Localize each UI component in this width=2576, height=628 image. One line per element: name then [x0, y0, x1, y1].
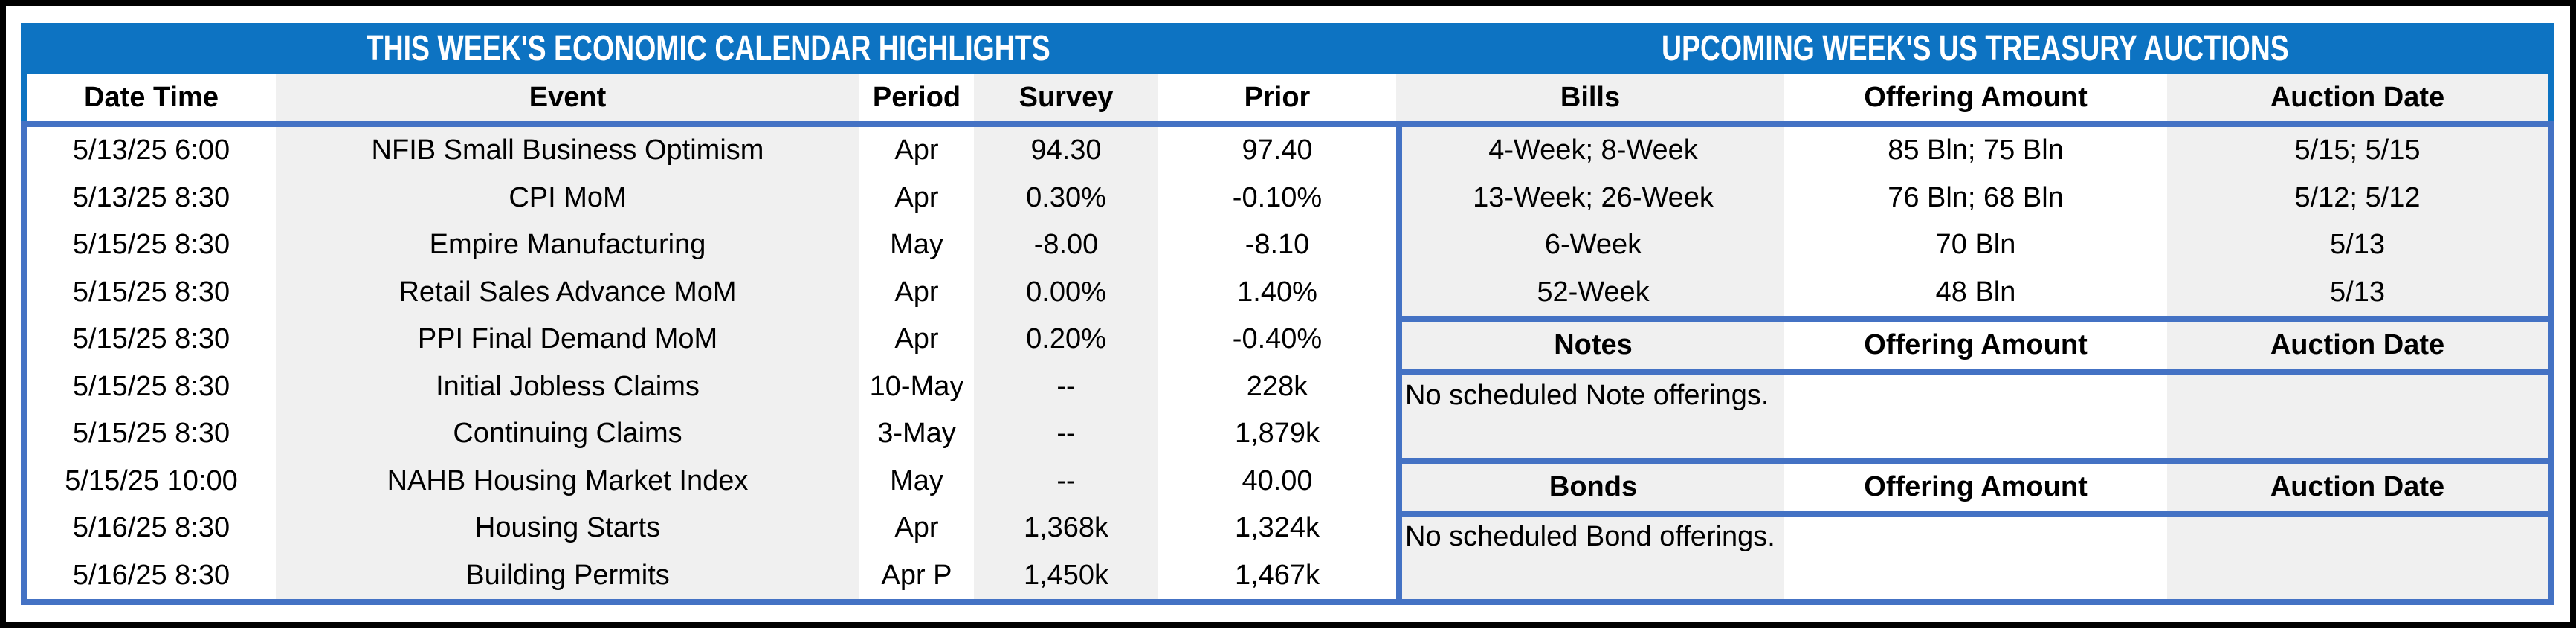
bills-cell: 5/15; 5/15 [2167, 127, 2548, 175]
auctions-title: UPCOMING WEEK'S US TREASURY AUCTIONS [1661, 29, 2289, 68]
auctions-title-cell: UPCOMING WEEK'S US TREASURY AUCTIONS [1396, 23, 2554, 74]
calendar-cell: Apr [894, 276, 939, 308]
col-header-offering-amount: Offering Amount [1864, 82, 2088, 113]
calendar-cell: 0.20% [974, 316, 1158, 363]
calendar-cell: 5/13/25 8:30 [72, 181, 230, 213]
calendar-cell: Apr [894, 181, 939, 213]
calendar-cell: Empire Manufacturing [276, 221, 859, 269]
calendar-cell: 1,450k [974, 551, 1158, 599]
bonds-auction-date-header: Auction Date [2167, 463, 2548, 511]
calendar-title-cell: THIS WEEK'S ECONOMIC CALENDAR HIGHLIGHTS [21, 23, 1396, 74]
calendar-cell: 40.00 [1242, 464, 1313, 496]
calendar-cell: 10-May [869, 370, 964, 402]
calendar-cell: 5/16/25 8:30 [72, 512, 230, 544]
notes-message: No scheduled Note offerings. [1405, 379, 1769, 411]
calendar-cell: PPI Final Demand MoM [276, 316, 859, 363]
bills-cell: 70 Bln [1935, 229, 2016, 261]
calendar-cell: 0.00% [974, 268, 1158, 316]
calendar-cell: Building Permits [276, 551, 859, 599]
calendar-cell: 5/15/25 8:30 [72, 276, 230, 308]
calendar-cell: Apr P [881, 559, 952, 591]
calendar-cell: -- [974, 410, 1158, 458]
notes-message-block: No scheduled Note offerings. [1402, 375, 2548, 458]
calendar-cell: 5/15/25 8:30 [72, 229, 230, 261]
calendar-cell: May [890, 464, 943, 496]
calendar-cell: 5/15/25 8:30 [72, 323, 230, 355]
bonds-header: Bonds [1402, 463, 1784, 511]
economic-calendar-and-auctions-table: THIS WEEK'S ECONOMIC CALENDAR HIGHLIGHTS… [21, 23, 2554, 605]
col-header-date-time: Date Time [84, 82, 219, 113]
calendar-cell: 5/15/25 8:30 [72, 418, 230, 450]
calendar-cell: 1,879k [1234, 418, 1320, 450]
calendar-cell: Apr [894, 323, 939, 355]
auctions-body: 4-Week; 8-Week 85 Bln; 75 Bln 5/15; 5/15 13… [1396, 127, 2554, 605]
calendar-cell: May [890, 229, 943, 261]
bills-cell: 6-Week [1402, 221, 1784, 269]
calendar-cell: NFIB Small Business Optimism [276, 127, 859, 175]
calendar-body: 5/13/25 6:00 NFIB Small Business Optimism… [21, 127, 1396, 605]
calendar-cell: 1.40% [1237, 276, 1317, 308]
calendar-cell: 3-May [877, 418, 956, 450]
col-header-prior: Prior [1244, 82, 1311, 113]
col-header-bills: Bills [1396, 74, 1784, 121]
notes-header: Notes [1402, 322, 1784, 369]
calendar-cell: 5/13/25 6:00 [72, 135, 230, 166]
calendar-cell: 0.30% [974, 174, 1158, 221]
col-header-event: Event [276, 74, 859, 121]
calendar-cell: 1,368k [974, 505, 1158, 552]
calendar-cell: 1,324k [1234, 512, 1320, 544]
title-bar: THIS WEEK'S ECONOMIC CALENDAR HIGHLIGHTS… [21, 23, 2554, 74]
calendar-cell: -- [974, 363, 1158, 410]
col-header-auction-date: Auction Date [2167, 74, 2548, 121]
column-header-row: Date Time Event Period Survey Prior Bill… [21, 74, 2554, 121]
header-separator [21, 121, 2554, 127]
notes-header-row: Notes Offering Amount Auction Date [1402, 316, 2548, 375]
notes-offering-amount-header: Offering Amount [1864, 329, 2088, 361]
col-header-survey: Survey [974, 74, 1158, 121]
calendar-cell: 97.40 [1242, 135, 1313, 166]
bills-cell: 5/13 [2167, 268, 2548, 316]
bills-cell: 5/13 [2167, 221, 2548, 269]
bonds-offering-amount-header: Offering Amount [1864, 470, 2088, 502]
calendar-cell: 5/16/25 8:30 [72, 559, 230, 591]
bonds-message: No scheduled Bond offerings. [1405, 521, 1775, 552]
calendar-cell: -0.10% [1232, 181, 1323, 213]
calendar-cell: Apr [894, 512, 939, 544]
col-header-period: Period [872, 82, 961, 113]
bills-cell: 48 Bln [1935, 276, 2016, 308]
calendar-cell: Continuing Claims [276, 410, 859, 458]
bills-cell: 5/12; 5/12 [2167, 174, 2548, 221]
calendar-cell: -- [974, 457, 1158, 505]
calendar-cell: 1,467k [1234, 559, 1320, 591]
bills-cell: 85 Bln; 75 Bln [1888, 135, 2064, 166]
calendar-cell: 228k [1246, 370, 1308, 402]
calendar-cell: NAHB Housing Market Index [276, 457, 859, 505]
notes-auction-date-header: Auction Date [2167, 322, 2548, 369]
calendar-cell: Apr [894, 135, 939, 166]
calendar-cell: 5/15/25 10:00 [65, 464, 238, 496]
calendar-cell: -8.10 [1245, 229, 1310, 261]
bonds-header-row: Bonds Offering Amount Auction Date [1402, 457, 2548, 517]
bills-cell: 52-Week [1402, 268, 1784, 316]
calendar-cell: Initial Jobless Claims [276, 363, 859, 410]
calendar-cell: CPI MoM [276, 174, 859, 221]
calendar-title: THIS WEEK'S ECONOMIC CALENDAR HIGHLIGHTS [367, 29, 1050, 68]
bills-cell: 4-Week; 8-Week [1402, 127, 1784, 175]
calendar-cell: -8.00 [974, 221, 1158, 269]
calendar-cell: 94.30 [974, 127, 1158, 175]
calendar-cell: Retail Sales Advance MoM [276, 268, 859, 316]
bills-cell: 76 Bln; 68 Bln [1888, 181, 2064, 213]
table-body: 5/13/25 6:00 NFIB Small Business Optimism… [21, 127, 2554, 605]
bills-rows: 4-Week; 8-Week 85 Bln; 75 Bln 5/15; 5/15 13… [1402, 127, 2548, 316]
calendar-cell: -0.40% [1232, 323, 1323, 355]
calendar-cell: Housing Starts [276, 505, 859, 552]
calendar-cell: 5/15/25 8:30 [72, 370, 230, 402]
bills-cell: 13-Week; 26-Week [1402, 174, 1784, 221]
bonds-message-block: No scheduled Bond offerings. [1402, 517, 2548, 599]
